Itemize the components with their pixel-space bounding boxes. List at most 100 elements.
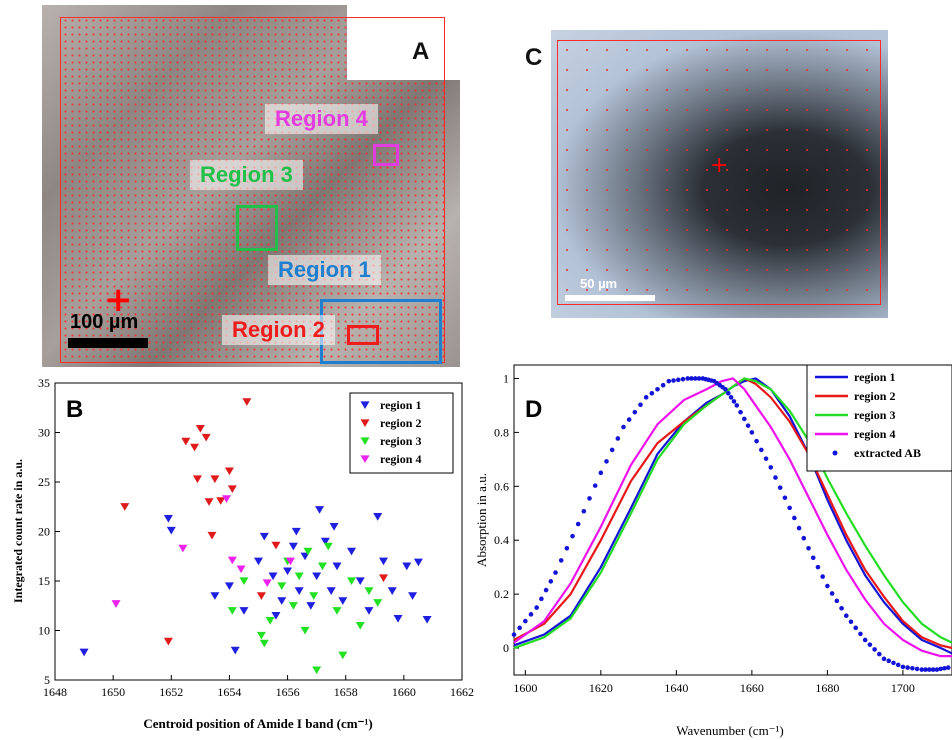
measurement-area-outline bbox=[557, 40, 881, 305]
series-dot-extracted-ab bbox=[938, 666, 943, 672]
series-dot-extracted-ab bbox=[626, 417, 632, 422]
scatter-point bbox=[379, 574, 389, 583]
scatter-point bbox=[312, 666, 322, 675]
scatter-point bbox=[239, 577, 249, 586]
series-dot-extracted-ab bbox=[862, 637, 868, 643]
scatter-point bbox=[195, 424, 205, 433]
legend-marker-b bbox=[360, 401, 370, 410]
x-axis-label-b: Centroid position of Amide I band (cm⁻¹) bbox=[143, 716, 372, 731]
series-dot-extracted-ab bbox=[782, 495, 788, 501]
series-dot-extracted-ab bbox=[517, 625, 522, 631]
series-dot-extracted-ab bbox=[796, 525, 802, 531]
scatter-point bbox=[320, 537, 330, 546]
series-dot-extracted-ab bbox=[787, 505, 792, 511]
series-line-region-3 bbox=[513, 377, 952, 650]
scale-label-a: 100 µm bbox=[70, 311, 139, 333]
scatter-point bbox=[259, 639, 269, 648]
series-dot-extracted-ab bbox=[867, 642, 873, 647]
series-dot-extracted-ab bbox=[930, 667, 936, 672]
series-dot-extracted-ab bbox=[632, 409, 638, 415]
scatter-point bbox=[300, 552, 310, 561]
scatter-point bbox=[271, 612, 281, 620]
y-tick-label-d: 1 bbox=[503, 371, 509, 385]
micrograph-c bbox=[551, 30, 888, 318]
x-tick-label-d: 1660 bbox=[740, 681, 764, 695]
series-dot-extracted-ab bbox=[621, 424, 626, 430]
region-label-3: Region 3 bbox=[190, 160, 303, 190]
scatter-point bbox=[294, 572, 304, 581]
series-dot-extracted-ab bbox=[570, 533, 575, 539]
scatter-point bbox=[283, 567, 293, 576]
series-dot-extracted-ab bbox=[685, 376, 690, 381]
series-dot-extracted-ab bbox=[759, 447, 764, 453]
scatter-point bbox=[265, 617, 275, 625]
y-axis-label-d: Absorption in a.u. bbox=[474, 473, 489, 567]
series-dot-extracted-ab bbox=[534, 605, 539, 610]
x-tick-label-d: 1640 bbox=[664, 681, 688, 695]
legend-label-b: region 4 bbox=[380, 452, 421, 466]
scatter-point bbox=[236, 565, 246, 574]
x-tick-label-b: 1660 bbox=[392, 685, 416, 699]
series-dot-extracted-ab bbox=[539, 596, 544, 602]
scatter-point bbox=[355, 577, 365, 586]
series-dot-extracted-ab bbox=[825, 583, 830, 589]
scatter-point bbox=[408, 592, 418, 600]
region-box-3 bbox=[236, 205, 278, 251]
series-dot-extracted-ab bbox=[649, 391, 655, 396]
region-label-1: Region 1 bbox=[268, 255, 381, 285]
legend-label-d: region 1 bbox=[854, 370, 895, 384]
series-dot-extracted-ab bbox=[675, 377, 681, 383]
y-tick-label-b: 30 bbox=[38, 426, 50, 440]
series-dot-extracted-ab bbox=[820, 574, 825, 579]
scatter-point bbox=[294, 587, 304, 595]
scatter-point bbox=[323, 542, 333, 551]
legend-label-b: region 1 bbox=[380, 398, 421, 412]
y-tick-label-d: 0.4 bbox=[494, 533, 509, 547]
scatter-point bbox=[326, 587, 336, 595]
region-box-1 bbox=[320, 299, 442, 364]
series-dot-extracted-ab bbox=[877, 651, 882, 657]
series-dot-extracted-ab bbox=[927, 667, 932, 672]
scatter-point bbox=[364, 607, 374, 615]
scale-bar-c bbox=[565, 295, 655, 301]
y-tick-label-b: 35 bbox=[38, 376, 50, 390]
y-tick-label-b: 20 bbox=[38, 525, 50, 539]
series-line-region-2 bbox=[513, 377, 952, 650]
scatter-point bbox=[306, 602, 316, 610]
series-dot-extracted-ab bbox=[734, 403, 740, 408]
series-dot-extracted-ab bbox=[923, 667, 928, 672]
series-dot-extracted-ab bbox=[777, 485, 783, 490]
series-dot-extracted-ab bbox=[660, 382, 666, 388]
scatter-point bbox=[422, 616, 432, 624]
region-box-4 bbox=[373, 144, 399, 166]
series-dot-extracted-ab bbox=[905, 665, 910, 670]
scatter-point bbox=[190, 443, 200, 452]
scatter-point bbox=[277, 597, 287, 605]
scatter-point bbox=[338, 651, 348, 660]
scatter-point bbox=[402, 562, 412, 571]
series-dot-extracted-ab bbox=[754, 438, 759, 444]
scatter-point bbox=[210, 475, 220, 484]
scatter-point bbox=[227, 607, 237, 615]
legend-label-d: region 2 bbox=[854, 389, 895, 403]
region-label-4: Region 4 bbox=[265, 104, 378, 134]
scatter-point bbox=[413, 558, 423, 567]
series-dot-extracted-ab bbox=[872, 647, 877, 652]
series-dot-extracted-ab bbox=[895, 662, 901, 668]
scatter-chart-b: 1648 1650 1652 1654 1656 1658 1660 1662 5 10 15 20 2… bbox=[11, 376, 474, 731]
scatter-point bbox=[355, 621, 365, 630]
scatter-point bbox=[224, 467, 234, 476]
scatter-point bbox=[271, 541, 281, 550]
series-dot-extracted-ab bbox=[696, 376, 702, 381]
y-tick-label-b: 15 bbox=[38, 574, 50, 588]
series-dot-extracted-ab bbox=[738, 409, 743, 415]
series-dot-extracted-ab bbox=[942, 665, 947, 671]
scatter-point bbox=[300, 626, 310, 635]
scatter-point bbox=[317, 562, 327, 571]
series-dot-extracted-ab bbox=[806, 546, 811, 551]
series-dot-extracted-ab bbox=[742, 416, 747, 422]
series-dot-extracted-ab bbox=[815, 564, 821, 570]
x-axis-label-d: Wavenumber (cm⁻¹) bbox=[676, 723, 784, 738]
series-dot-extracted-ab bbox=[886, 658, 892, 664]
series-dot-extracted-ab bbox=[829, 591, 835, 596]
